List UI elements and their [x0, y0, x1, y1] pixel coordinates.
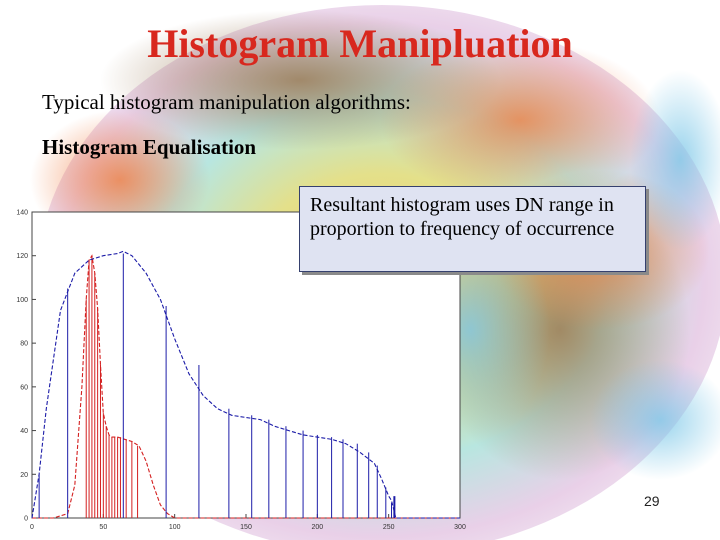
y-tick-label: 0	[24, 516, 28, 523]
x-tick-label: 250	[383, 524, 395, 531]
x-tick-label: 50	[99, 524, 107, 531]
histogram-chart: 0 20 40 60 80 100 120 140 0 50 100 150 200 250 300	[16, 210, 466, 532]
y-tick-label: 100	[16, 297, 28, 304]
y-tick-label: 120	[16, 253, 28, 260]
y-tick-label: 80	[20, 341, 28, 348]
x-tick-label: 0	[30, 524, 34, 531]
x-tick-label: 200	[311, 524, 323, 531]
x-tick-label: 150	[240, 524, 252, 531]
slide-title: Histogram Manipluation	[147, 21, 573, 66]
callout-box: Resultant histogram uses DN range in pro…	[299, 186, 646, 272]
histogram-curve	[32, 254, 460, 519]
y-tick-label: 60	[20, 384, 28, 391]
y-tick-label: 40	[20, 428, 28, 435]
y-axis-ticks: 0 20 40 60 80 100 120 140	[16, 210, 36, 523]
x-tick-label: 300	[454, 524, 466, 531]
slide-subtitle: Typical histogram manipulation algorithm…	[42, 90, 411, 114]
chart-series	[31, 250, 460, 519]
section-heading: Histogram Equalisation	[42, 135, 257, 159]
x-tick-label: 100	[169, 524, 181, 531]
y-tick-label: 20	[20, 472, 28, 479]
histogram-curve	[31, 250, 460, 519]
page-number: 29	[644, 493, 660, 509]
y-tick-label: 140	[16, 210, 28, 217]
